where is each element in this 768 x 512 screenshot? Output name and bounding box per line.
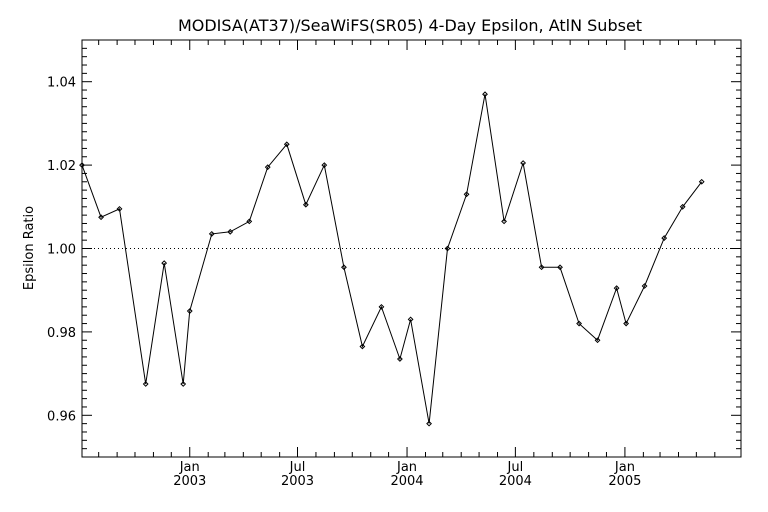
data-point [341,264,347,271]
data-point [444,245,451,252]
data-point [463,191,470,198]
data-point [426,420,432,427]
data-points [79,91,705,427]
data-point [623,320,630,327]
data-point [246,218,253,225]
y-tick-label: 1.02 [47,159,76,174]
data-point [302,201,309,208]
data-point [407,316,414,323]
x-tick-year: 2003 [173,474,206,489]
data-point [264,164,271,171]
data-point [679,203,686,210]
data-point [180,381,187,387]
y-tick-label: 0.96 [47,409,76,424]
x-tick-month: Jul [507,460,524,475]
data-point [79,162,85,169]
data-point [396,356,403,362]
series-line [81,94,703,424]
y-axis-label: Epsilon Ratio [22,206,37,290]
x-tick-month: Jan [614,460,635,475]
data-point [227,228,234,235]
data-point [283,141,290,148]
data-point [698,178,705,185]
data-point [116,205,123,212]
data-point [161,260,168,267]
data-point [359,343,366,350]
x-tick-year: 2003 [281,474,314,489]
x-tick-month: Jan [396,460,417,475]
axis-ticks [82,39,741,458]
data-point [613,285,620,292]
y-tick-label: 1.00 [47,243,76,258]
data-point [208,230,215,237]
data-point [661,235,668,241]
x-tick-year: 2004 [390,474,423,489]
data-point [378,303,385,310]
x-tick-month: Jan [179,460,200,475]
x-tick-year: 2004 [499,474,532,489]
data-point [98,214,104,221]
x-tick-month: Jul [289,460,306,475]
data-point [538,264,545,271]
data-point [501,218,507,225]
y-tick-label: 1.04 [47,76,76,91]
tick-labels: 0.960.981.001.021.04Jan2003Jul2003Jan200… [47,76,641,489]
data-point [641,283,648,289]
data-point [520,160,527,166]
data-point [576,320,582,327]
x-tick-year: 2005 [608,474,641,489]
data-point [186,308,193,314]
chart-title: MODISA(AT37)/SeaWiFS(SR05) 4-Day Epsilon… [178,16,642,35]
data-point [321,162,328,169]
data-point [482,91,488,98]
data-point [557,264,563,271]
y-tick-label: 0.98 [47,326,76,341]
data-point [142,381,149,387]
data-point [594,337,601,344]
